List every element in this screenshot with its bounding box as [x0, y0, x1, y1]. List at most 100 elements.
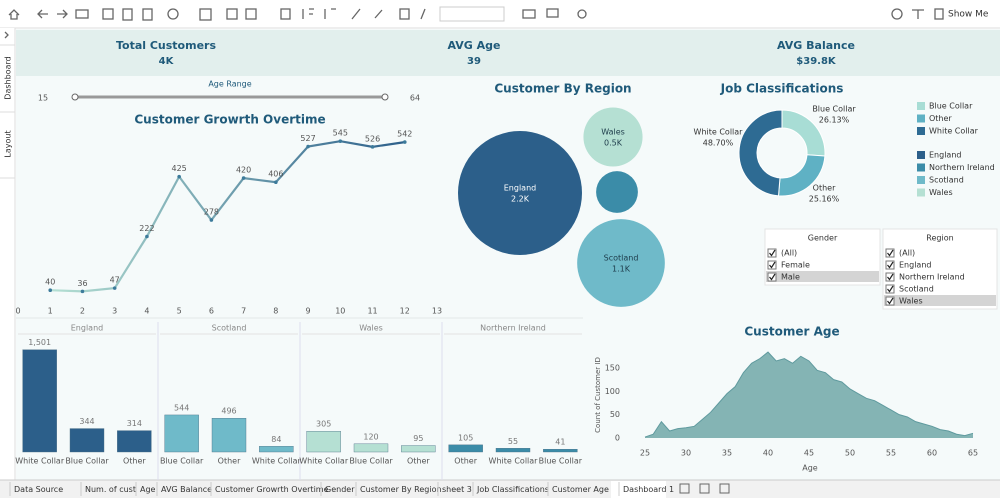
bar[interactable] — [448, 444, 483, 453]
toolbar-icons[interactable] — [8, 6, 944, 22]
bubble[interactable] — [596, 171, 638, 213]
legend-label: England — [929, 151, 961, 160]
checkmark — [887, 261, 894, 269]
bubble-label: Scotland — [604, 254, 639, 263]
x-tick-label: 13 — [432, 307, 442, 316]
sheet-tab[interactable]: AVG Balance — [161, 485, 212, 494]
slider-max: 64 — [410, 94, 420, 103]
x-tick-label: 8 — [273, 307, 278, 316]
slice-value: 25.16% — [809, 195, 840, 204]
highlight-row — [766, 271, 879, 282]
x-category-label: White Collar — [299, 457, 349, 466]
data-label: 420 — [236, 166, 251, 175]
bar[interactable] — [495, 448, 531, 453]
area — [645, 352, 973, 438]
filter-title: Age Range — [208, 80, 251, 89]
checkbox[interactable] — [885, 248, 895, 258]
legend-swatch — [917, 151, 925, 159]
bar[interactable] — [401, 445, 436, 453]
filter-option: (All) — [899, 249, 915, 258]
show-me-button[interactable]: Show Me — [948, 10, 989, 20]
filter-option: (All) — [781, 249, 797, 258]
sheet-tab[interactable]: Customer Growrth Overtime — [215, 485, 329, 494]
new-tab-icon[interactable] — [719, 483, 730, 494]
sheet-tab[interactable]: Customer By Region — [360, 485, 442, 494]
bar[interactable] — [22, 349, 57, 453]
chart-title: Customer Growrth Overtime — [134, 113, 325, 127]
checkmark — [769, 261, 776, 269]
checkbox[interactable] — [885, 272, 895, 282]
point — [145, 234, 149, 239]
y-tick-label: 100 — [605, 387, 620, 396]
x-tick-label: 1 — [48, 307, 53, 316]
data-label: 36 — [77, 279, 87, 288]
slider-handle[interactable] — [71, 93, 79, 101]
y-axis-title: Count of Customer ID — [594, 357, 602, 433]
area-outline — [644, 351, 974, 438]
checkbox[interactable] — [885, 296, 895, 306]
x-category-label: Other — [407, 457, 430, 466]
tab-bar — [0, 480, 1000, 498]
point — [274, 180, 278, 185]
bar-value-label: 55 — [508, 437, 518, 446]
bar-value-label: 344 — [79, 417, 94, 426]
checkbox[interactable] — [885, 260, 895, 270]
point — [209, 218, 214, 222]
x-tick-label: 6 — [209, 307, 214, 316]
bar-value-label: 41 — [555, 438, 565, 447]
point — [338, 139, 343, 144]
expand-icon[interactable] — [4, 31, 9, 39]
bar[interactable] — [306, 431, 341, 453]
data-label: 40 — [45, 278, 55, 287]
sheet-tab[interactable]: Age — [140, 485, 156, 494]
point — [402, 140, 407, 144]
checkbox[interactable] — [767, 272, 777, 282]
data-label: 278 — [204, 207, 219, 216]
filter-option: Northern Ireland — [899, 273, 965, 282]
bar[interactable] — [211, 418, 247, 453]
checkbox[interactable] — [767, 248, 777, 258]
kpi-label: AVG Balance — [777, 39, 855, 52]
kpi-value: 39 — [467, 56, 481, 67]
x-category-label: Other — [123, 457, 146, 466]
sheet-tab[interactable]: sheet 3 — [442, 485, 472, 494]
sheet-tab[interactable]: Dashboard 1 — [623, 485, 674, 494]
bubble[interactable] — [577, 219, 665, 307]
legend-swatch — [917, 176, 925, 184]
point — [112, 286, 117, 290]
x-tick-label: 0 — [15, 307, 20, 316]
new-tab-icon[interactable] — [679, 483, 690, 494]
sheet-tab[interactable]: Customer Age — [552, 485, 609, 494]
bubble[interactable] — [458, 131, 582, 255]
chart-title: Customer Age — [744, 325, 839, 339]
kpi-label: AVG Age — [448, 39, 501, 52]
sheet-tab[interactable]: Gender — [325, 485, 355, 494]
x-tick-label: 11 — [367, 307, 377, 316]
data-label: 526 — [365, 134, 380, 143]
bar[interactable] — [117, 430, 152, 453]
x-category-label: Blue Collar — [65, 457, 109, 466]
slider-handle[interactable] — [381, 93, 389, 101]
sheet-tab[interactable]: Data Source — [14, 485, 63, 494]
slider-min: 15 — [38, 94, 48, 103]
bubble[interactable] — [583, 107, 643, 167]
bar[interactable] — [164, 414, 199, 453]
x-tick-label: 65 — [968, 449, 978, 458]
side-tab[interactable]: Dashboard — [4, 56, 13, 99]
checkmark — [887, 273, 894, 281]
bar[interactable] — [353, 443, 389, 453]
bar[interactable] — [259, 446, 294, 453]
sheet-tab[interactable]: Job Classifications — [476, 485, 549, 494]
x-tick-label: 50 — [845, 449, 855, 458]
sheet-tab[interactable]: Num. of cust — [85, 485, 136, 494]
checkbox[interactable] — [885, 284, 895, 294]
checkbox[interactable] — [767, 260, 777, 270]
bar-value-label: 496 — [221, 407, 236, 416]
bar[interactable] — [543, 449, 578, 453]
kpi-value: 4K — [159, 56, 175, 67]
bar[interactable] — [69, 428, 105, 453]
bar-value-label: 84 — [271, 435, 281, 444]
new-tab-icon[interactable] — [699, 483, 710, 494]
side-tab[interactable]: Layout — [4, 130, 13, 157]
donut-slice[interactable] — [738, 109, 783, 197]
